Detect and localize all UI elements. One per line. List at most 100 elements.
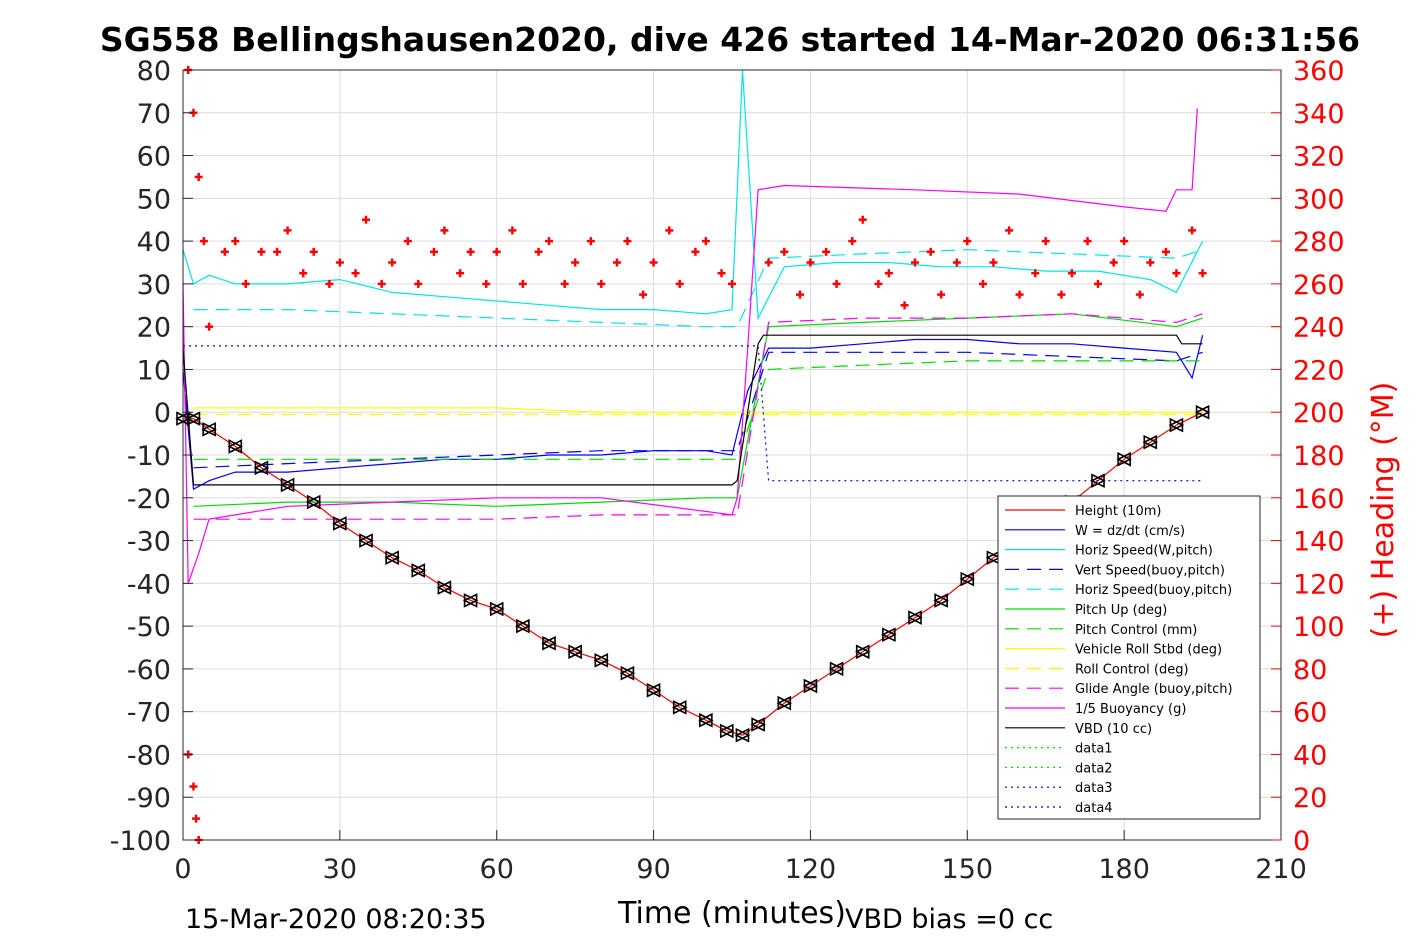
heading-marker [639,290,648,299]
heading-marker [701,237,710,246]
heading-marker [1094,279,1102,288]
heading-marker [937,290,946,299]
x-tick-label: 180 [1098,854,1150,885]
y2-tick-label: 360 [1293,56,1345,87]
x-tick-label: 120 [785,854,837,885]
depth-marker [718,723,735,739]
y-tick-label: 20 [137,313,171,344]
depth-marker [185,411,202,426]
heading-marker [508,226,517,235]
y2-tick-label: 240 [1293,313,1345,344]
y2-tick-label: 220 [1293,355,1345,386]
y-tick-label: 80 [137,56,171,87]
heading-marker [848,237,857,246]
depth-marker [462,593,479,608]
series-line-vehicle-roll-stbd-deg [193,407,1203,413]
y2-tick-label: 60 [1293,698,1327,729]
heading-marker [220,247,229,256]
y-tick-label: 40 [137,227,171,258]
y-tick-label: -20 [127,484,171,515]
series-line-pitch-control-mm [193,360,1203,460]
heading-marker [403,237,412,246]
depth-marker [253,460,270,476]
series-line-horiz-speed-w-pitch [182,69,1204,321]
heading-marker [241,279,250,288]
y-tick-label: 0 [154,398,171,429]
heading-marker [231,237,240,246]
depth-marker [933,593,949,608]
depth-marker [881,627,897,642]
depth-marker [645,682,662,698]
x-ticks: 0 30 60 90 120 150 180 210 [174,830,1307,885]
footer-vbd-bias: VBD bias =0 cc [845,904,1053,935]
y-tick-label: -30 [127,527,171,558]
y-tick-label: 10 [137,355,171,386]
y2-tick-label: 280 [1293,227,1345,258]
y-tick-label: -80 [127,740,171,771]
heading-marker [1161,247,1170,256]
legend-entry: VBD (10 cc) [1075,722,1152,737]
y2-tick-label: 120 [1293,569,1345,600]
heading-marker [492,247,501,256]
x-tick-label: 150 [942,854,994,885]
legend-entry: Vert Speed(buoy,pitch) [1075,563,1225,578]
heading-marker [283,226,292,235]
heading-marker [482,279,491,288]
heading-marker [192,814,201,823]
heading-marker [1057,290,1066,299]
heading-marker [874,279,883,288]
y2-axis-label: (+) Heading (°M) [1366,382,1401,639]
heading-marker [665,226,674,235]
heading-marker [806,258,815,267]
legend-entry: Horiz Speed(buoy,pitch) [1075,583,1232,598]
heading-marker [978,279,987,288]
depth-marker [488,601,505,617]
y2-tick-label: 80 [1293,655,1327,686]
legend-entry: Vehicle Roll Stbd (deg) [1075,643,1222,658]
series-line-pitch-up-deg [193,313,1203,507]
heading-marker [273,247,282,256]
chart-title: SG558 Bellingshausen2020, dive 426 start… [100,20,1360,59]
heading-marker [1146,258,1155,267]
legend-entry: data4 [1075,801,1113,816]
depth-marker [1090,473,1106,488]
x-axis-label: Time (minutes) [617,896,846,931]
heading-marker [351,269,360,278]
heading-marker [764,258,773,267]
heading-marker [1135,290,1144,299]
depth-marker [567,644,583,660]
heading-marker [545,237,553,246]
y-tick-label: 50 [137,184,171,215]
heading-marker [194,172,203,181]
heading-marker [205,322,214,331]
heading-marker [440,226,449,235]
heading-marker [900,301,909,310]
depth-marker [802,678,819,694]
depth-marker [854,644,871,660]
y-tick-label: -50 [127,612,171,643]
series-layer [182,69,1204,736]
heading-marker [309,247,318,256]
legend: Height (10m) W = dz/dt (cm/s) Horiz Speed(… [997,495,1261,820]
legend-entry: Horiz Speed(W,pitch) [1075,544,1213,559]
heading-marker [858,215,867,224]
heading-marker [795,290,804,299]
heading-marker [1005,226,1014,235]
heading-marker [335,258,344,267]
depth-marker [515,618,531,634]
heading-marker [1198,269,1207,278]
heading-marker [377,279,386,288]
depth-marker [619,665,636,681]
y-tick-label: -70 [127,698,171,729]
heading-marker [1031,269,1040,278]
legend-entry: Pitch Control (mm) [1075,623,1197,638]
heading-marker [257,247,266,256]
x-tick-label: 0 [174,854,191,885]
depth-marker [1194,404,1211,420]
heading-marker [989,258,998,267]
heading-marker [728,279,736,288]
series-line-1-5-buoyancy-g [182,108,1198,584]
legend-entry: data3 [1075,781,1113,796]
y2-tick-label: 100 [1293,612,1345,643]
